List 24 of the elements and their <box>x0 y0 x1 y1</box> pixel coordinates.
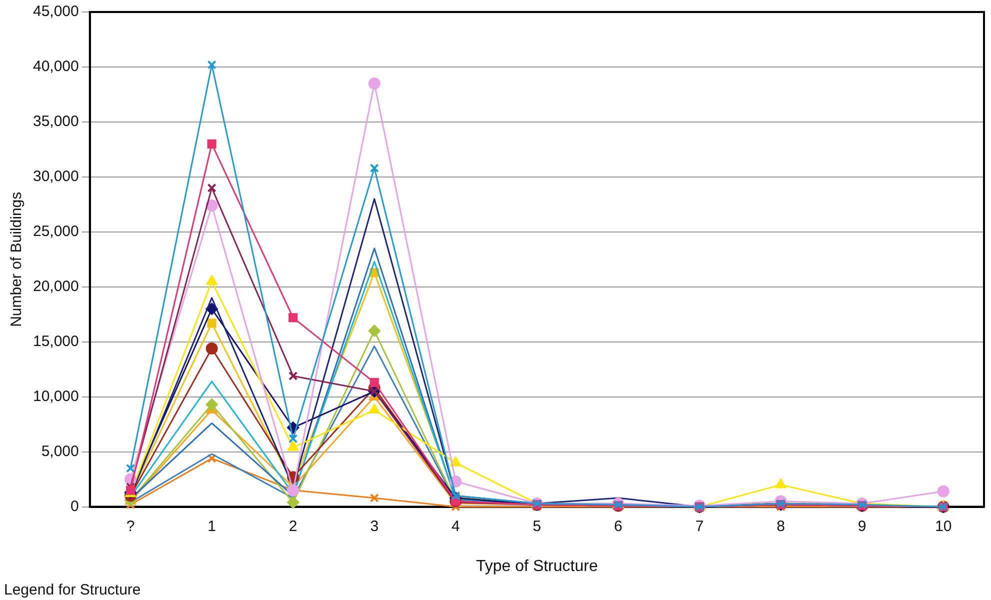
x-tick-label: ? <box>126 518 135 535</box>
y-tick-label: 10,000 <box>32 388 79 405</box>
x-tick-label: 3 <box>370 518 379 535</box>
x-tick-label: 6 <box>614 518 622 535</box>
x-tick-label: 8 <box>776 518 785 535</box>
text: Legend for Structure <box>4 582 141 599</box>
x-tick-label: 5 <box>532 518 542 535</box>
y-tick-label: 0 <box>70 498 79 515</box>
x-tick-label: 9 <box>858 518 866 535</box>
y-tick-label: 40,000 <box>32 58 79 76</box>
y-tick-label: 45,000 <box>32 3 79 20</box>
x-tick-label: 7 <box>695 518 704 535</box>
y-tick-label: 20,000 <box>32 278 79 296</box>
x-tick-label: 2 <box>288 518 298 535</box>
y-tick-label: 15,000 <box>32 333 79 350</box>
x-axis-title: Type of Structure <box>476 558 598 575</box>
y-tick-label: 35,000 <box>32 113 79 130</box>
y-tick-label: 25,000 <box>32 223 79 240</box>
x-tick-label: 4 <box>451 518 460 535</box>
x-tick-label: 10 <box>935 518 952 535</box>
y-axis-title: Number of Buildings <box>8 192 26 327</box>
y-tick-label: 5,000 <box>41 442 79 460</box>
x-tick-label: 1 <box>208 518 216 535</box>
y-tick-label: 30,000 <box>32 168 79 186</box>
